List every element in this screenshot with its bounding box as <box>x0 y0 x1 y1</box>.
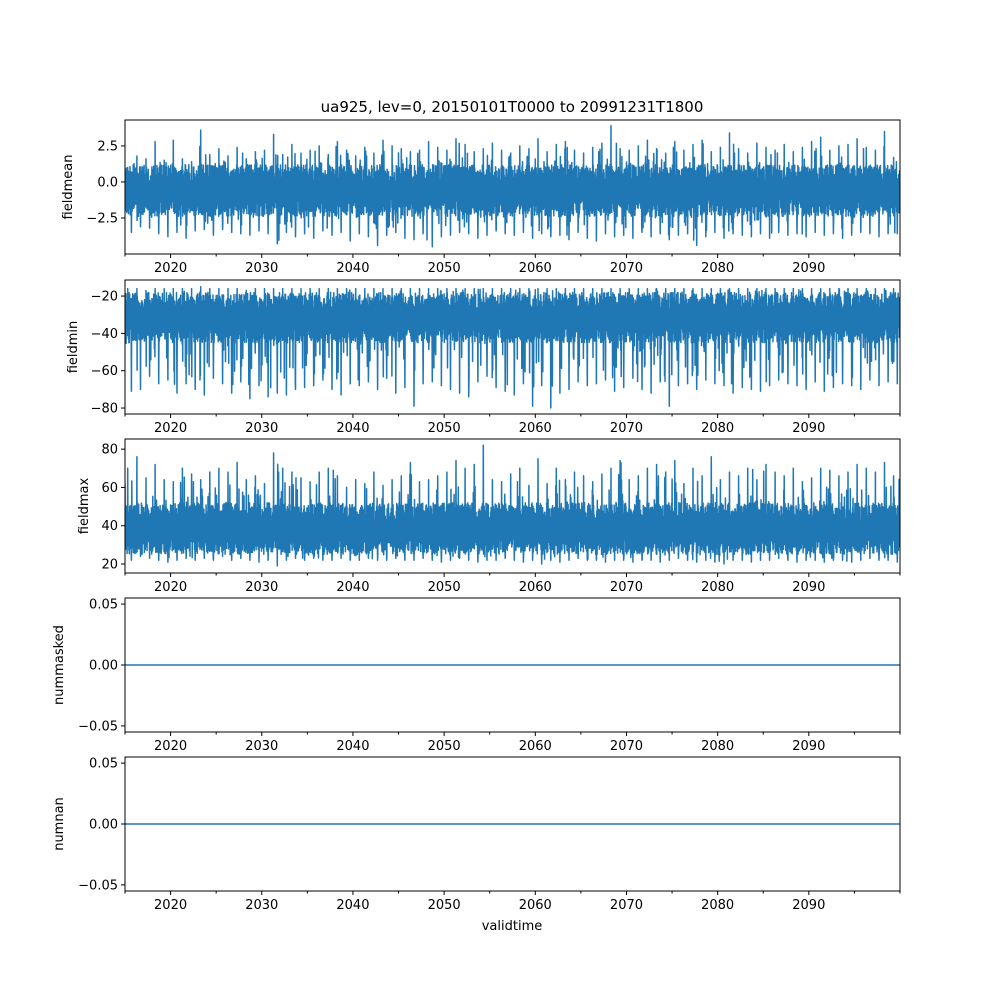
x-tick-label: 2090 <box>792 261 825 276</box>
x-tick-label: 2040 <box>336 898 369 913</box>
x-tick-label: 2040 <box>336 739 369 754</box>
x-tick-label: 2020 <box>154 739 187 754</box>
x-tick-label: 2050 <box>428 421 461 436</box>
x-tick-label: 2070 <box>610 739 643 754</box>
y-tick-label: 60 <box>101 481 118 496</box>
y-tick-label: −0.05 <box>78 878 118 893</box>
x-tick-label: 2040 <box>336 421 369 436</box>
x-tick-label: 2060 <box>519 898 552 913</box>
y-tick-label: −2.5 <box>86 211 118 226</box>
x-tick-label: 2090 <box>792 898 825 913</box>
axes-frame <box>124 438 901 574</box>
x-tick-label: 2080 <box>701 739 734 754</box>
x-tick-label: 2060 <box>519 261 552 276</box>
x-tick-label: 2070 <box>610 580 643 595</box>
panel-fieldmax: 80 60 40 20 fieldmax 2020 2030 2040 2050 2060 2070… <box>77 438 901 595</box>
x-tick-label: 2030 <box>245 261 278 276</box>
x-tick-label: 2030 <box>245 739 278 754</box>
y-tick-label: 0.0 <box>97 175 118 190</box>
y-axis-label: nummasked <box>52 625 67 705</box>
series-line-fieldmean <box>125 125 900 248</box>
x-tick-label: 2030 <box>245 421 278 436</box>
x-tick-label: 2060 <box>519 739 552 754</box>
y-tick-label: 20 <box>101 558 118 573</box>
x-tick-label: 2080 <box>701 421 734 436</box>
y-tick-label: −80 <box>91 402 118 417</box>
y-axis-label: fieldmean <box>61 155 76 220</box>
y-tick-label: 40 <box>101 519 118 534</box>
x-tick-label: 2050 <box>428 580 461 595</box>
y-tick-label: 0.05 <box>89 598 118 613</box>
y-axis-label: fieldmin <box>66 321 81 374</box>
chart-title: ua925, lev=0, 20150101T0000 to 20991231T… <box>321 98 704 116</box>
x-tick-label: 2050 <box>428 898 461 913</box>
x-axis-label: validtime <box>482 919 543 934</box>
y-tick-label: 2.5 <box>97 139 118 154</box>
x-tick-label: 2020 <box>154 261 187 276</box>
panel-fieldmean: 2.5 0.0 −2.5 fieldmean 2020 2030 2040 2050 2060 2… <box>61 119 901 276</box>
x-tick-label: 2080 <box>701 580 734 595</box>
y-tick-label: −60 <box>91 364 118 379</box>
x-tick-label: 2030 <box>245 898 278 913</box>
y-tick-label: −20 <box>91 290 118 305</box>
y-tick-label: 0.00 <box>89 818 118 833</box>
x-tick-label: 2070 <box>610 261 643 276</box>
axes-frame <box>124 279 901 415</box>
x-tick-label: 2070 <box>610 898 643 913</box>
y-axis-label: fieldmax <box>77 478 92 535</box>
x-tick-label: 2050 <box>428 261 461 276</box>
x-tick-label: 2090 <box>792 421 825 436</box>
y-tick-label: 0.05 <box>89 757 118 772</box>
x-tick-label: 2040 <box>336 261 369 276</box>
panel-numnan: 0.05 0.00 −0.05 numnan 2020 2030 2040 2050 2060 2… <box>52 756 901 913</box>
x-tick-label: 2080 <box>701 261 734 276</box>
x-tick-label: 2020 <box>154 898 187 913</box>
y-tick-label: −0.05 <box>78 719 118 734</box>
series-line-fieldmax <box>125 444 900 567</box>
x-tick-label: 2030 <box>245 580 278 595</box>
x-tick-label: 2020 <box>154 580 187 595</box>
x-tick-label: 2080 <box>701 898 734 913</box>
panel-fieldmin: −20 −40 −60 −80 fieldmin 2020 2030 2040 2050 2060… <box>66 279 901 436</box>
x-tick-label: 2040 <box>336 580 369 595</box>
x-tick-label: 2070 <box>610 421 643 436</box>
x-tick-label: 2090 <box>792 739 825 754</box>
axes-frame <box>124 119 901 255</box>
x-tick-label: 2050 <box>428 739 461 754</box>
y-tick-label: 0.00 <box>89 659 118 674</box>
y-tick-label: −40 <box>91 327 118 342</box>
x-tick-label: 2090 <box>792 580 825 595</box>
x-tick-label: 2060 <box>519 580 552 595</box>
series-line-fieldmin <box>125 285 900 409</box>
panel-nummasked: 0.05 0.00 −0.05 nummasked 2020 2030 2040 2050 20… <box>52 597 901 754</box>
x-tick-label: 2060 <box>519 421 552 436</box>
y-tick-label: 80 <box>101 443 118 458</box>
y-axis-label: numnan <box>52 797 67 851</box>
x-tick-label: 2020 <box>154 421 187 436</box>
